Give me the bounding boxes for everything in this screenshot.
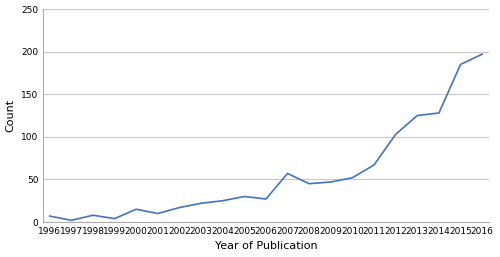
X-axis label: Year of Publication: Year of Publication — [214, 241, 317, 251]
Y-axis label: Count: Count — [6, 99, 16, 132]
